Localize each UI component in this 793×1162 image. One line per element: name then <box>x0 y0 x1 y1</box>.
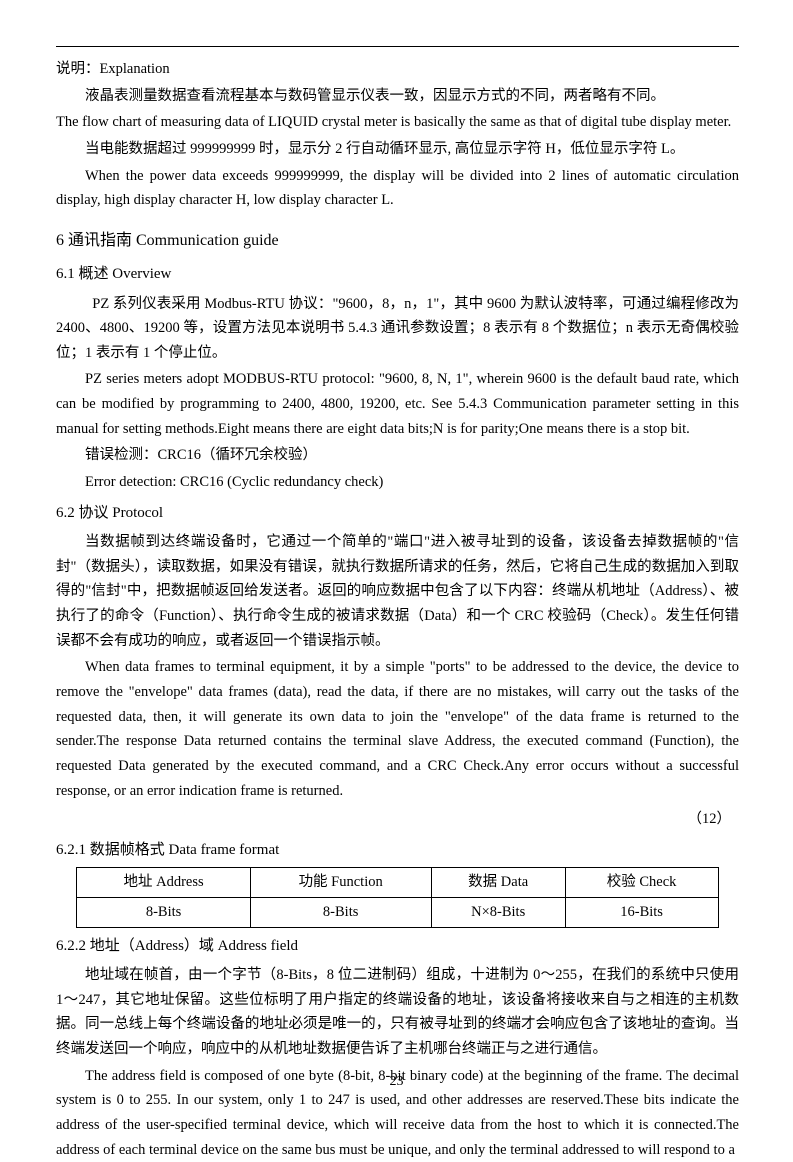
table-header: 地址 Address <box>77 868 250 898</box>
body-text: 液晶表测量数据查看流程基本与数码管显示仪表一致，因显示方式的不同，两者略有不同。 <box>56 84 739 109</box>
body-text: PZ 系列仪表采用 Modbus-RTU 协议："9600，8，n，1"，其中 … <box>56 292 739 366</box>
table-cell: 16-Bits <box>565 897 718 927</box>
table-cell: 8-Bits <box>77 897 250 927</box>
section-6-2-2-heading: 6.2.2 地址（Address）域 Address field <box>56 934 739 960</box>
body-text: Error detection: CRC16 (Cyclic redundanc… <box>56 470 739 495</box>
data-frame-format-table: 地址 Address 功能 Function 数据 Data 校验 Check … <box>76 867 718 927</box>
body-text: When data frames to terminal equipment, … <box>56 655 739 803</box>
section-6-2-1-heading: 6.2.1 数据帧格式 Data frame format <box>56 838 739 864</box>
table-row: 地址 Address 功能 Function 数据 Data 校验 Check <box>77 868 718 898</box>
table-cell: 8-Bits <box>250 897 431 927</box>
reference-number: （12） <box>56 807 739 832</box>
explanation-label: 说明：Explanation <box>56 57 739 82</box>
top-rule <box>56 46 739 47</box>
section-6-heading: 6 通讯指南 Communication guide <box>56 227 739 254</box>
table-header: 校验 Check <box>565 868 718 898</box>
body-text: 当电能数据超过 999999999 时，显示分 2 行自动循环显示, 高位显示字… <box>56 137 739 162</box>
section-6-2-heading: 6.2 协议 Protocol <box>56 501 739 527</box>
section-6-1-heading: 6.1 概述 Overview <box>56 262 739 288</box>
body-text: The flow chart of measuring data of LIQU… <box>56 110 739 135</box>
table-cell: N×8-Bits <box>431 897 565 927</box>
body-text: When the power data exceeds 999999999, t… <box>56 164 739 213</box>
body-text: 地址域在帧首，由一个字节（8-Bits，8 位二进制码）组成，十进制为 0～25… <box>56 963 739 1062</box>
table-header: 功能 Function <box>250 868 431 898</box>
body-text: 错误检测：CRC16（循环冗余校验） <box>56 443 739 468</box>
table-row: 8-Bits 8-Bits N×8-Bits 16-Bits <box>77 897 718 927</box>
table-header: 数据 Data <box>431 868 565 898</box>
body-text: PZ series meters adopt MODBUS-RTU protoc… <box>56 367 739 441</box>
body-text: 当数据帧到达终端设备时，它通过一个简单的"端口"进入被寻址到的设备，该设备去掉数… <box>56 530 739 653</box>
page-number: 23 <box>0 1070 793 1094</box>
